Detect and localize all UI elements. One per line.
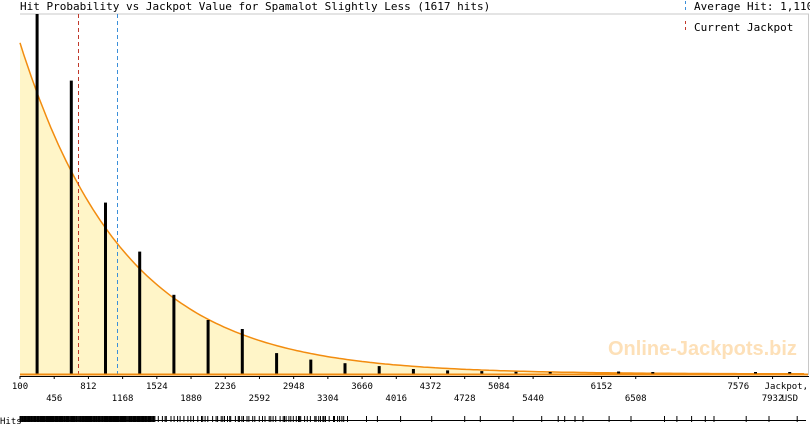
- x-bottom-tick-label-7: 5440: [522, 394, 544, 404]
- x-axis-ticks-layer: 100 812 1524 2236 2948 3660 4372 5084 6152 7576 45…: [12, 376, 784, 404]
- hit-bar-8: [309, 359, 313, 374]
- hits-label: Hits: [0, 417, 22, 425]
- x-top-tick-label-0: 100: [12, 382, 28, 392]
- x-bottom-tick-label-3: 2592: [249, 394, 271, 404]
- legend: Average Hit: 1,110 Current Jackpot: [685, 0, 810, 34]
- hit-bar-13: [480, 371, 484, 374]
- hit-bar-12: [446, 370, 450, 374]
- x-top-tick-label-3: 2236: [214, 382, 236, 392]
- x-bottom-tick-label-9: 7932: [762, 394, 784, 404]
- probability-curve: [19, 42, 805, 375]
- x-top-tick-label-6: 4372: [420, 382, 442, 392]
- hit-bar-19: [788, 372, 792, 374]
- probability-area: [20, 42, 806, 375]
- hit-bar-14: [514, 371, 518, 374]
- x-top-tick-label-5: 3660: [351, 382, 373, 392]
- x-top-tick-label-7: 5084: [488, 382, 510, 392]
- hit-bar-1: [69, 80, 73, 374]
- x-bottom-tick-label-4: 3304: [317, 394, 339, 404]
- x-top-tick-label-2: 1524: [146, 382, 168, 392]
- hit-bar-17: [651, 372, 655, 374]
- hit-bar-18: [754, 372, 757, 374]
- legend-current-jackpot-label: Current Jackpot: [694, 21, 793, 34]
- x-top-tick-label-1: 812: [80, 382, 96, 392]
- marker-lines-layer: [78, 14, 118, 374]
- hit-bar-11: [411, 369, 415, 374]
- x-bottom-tick-label-8: 6508: [625, 394, 647, 404]
- x-top-tick-label-4: 2948: [283, 382, 305, 392]
- hit-bar-2: [104, 202, 107, 374]
- x-bottom-tick-label-1: 1168: [112, 394, 134, 404]
- hit-bar-0: [35, 14, 39, 374]
- hit-bar-15: [548, 372, 552, 374]
- hit-bar-10: [377, 366, 381, 374]
- x-bottom-tick-label-0: 456: [46, 394, 62, 404]
- x-bottom-tick-label-2: 1880: [180, 394, 202, 404]
- hit-bars-layer: [35, 14, 792, 374]
- x-top-tick-label-8: 6152: [591, 382, 613, 392]
- hit-bar-7: [275, 353, 279, 374]
- x-bottom-tick-label-6: 4728: [454, 394, 476, 404]
- probability-area-layer: [19, 42, 806, 375]
- legend-average-hit-label: Average Hit: 1,110: [694, 0, 810, 13]
- hit-bar-4: [172, 294, 176, 374]
- hit-bar-5: [206, 320, 210, 374]
- x-axis-label-line2: USD: [782, 394, 798, 404]
- hit-bar-6: [240, 329, 244, 374]
- hits-strip: [19, 416, 806, 422]
- hit-bar-9: [343, 363, 347, 374]
- x-top-tick-label-9: 7576: [728, 382, 750, 392]
- watermark-text: Online-Jackpots.biz: [608, 338, 797, 360]
- hit-bar-16: [617, 371, 621, 374]
- x-axis-label-line1: Jackpot,: [765, 382, 808, 392]
- hit-bar-3: [138, 251, 142, 374]
- chart-title: Hit Probability vs Jackpot Value for Spa…: [20, 0, 490, 13]
- x-bottom-tick-label-5: 4016: [385, 394, 407, 404]
